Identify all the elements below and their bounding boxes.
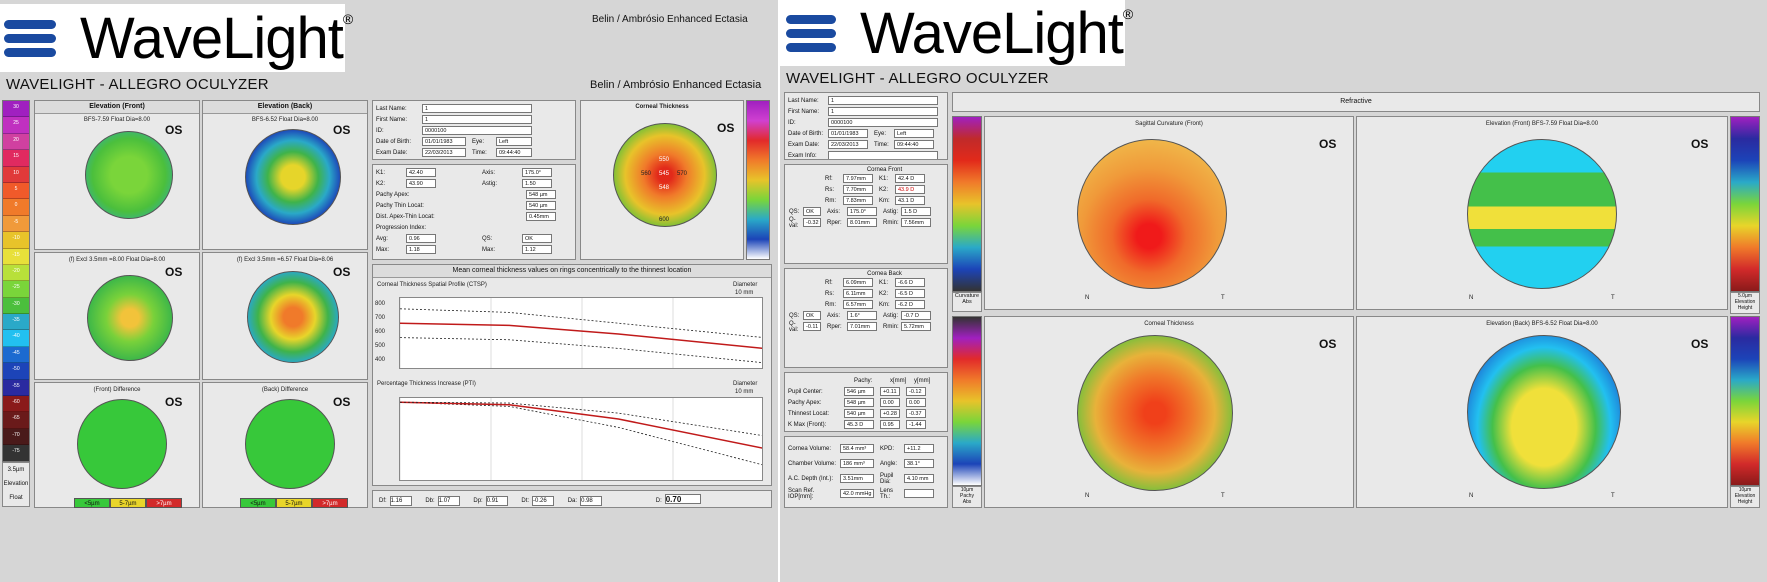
metrics-box: K1: 42.40 Axis: 175.0° K2: 43.90 Astig: 1.50 P…	[372, 164, 576, 260]
scale-step: 5	[3, 182, 29, 200]
scale-step: -10	[3, 232, 29, 249]
wavelight-logo-right: WaveLight®	[780, 0, 1133, 66]
volume-box: Cornea Volume: 58.4 mm³ KPD: +11.2 Chamber …	[784, 436, 948, 508]
excl-back-box: (f) Excl 3.5mm =6.57 Float Dia=8.06 OS	[202, 252, 368, 380]
curvature-scale	[952, 116, 982, 292]
ctsp-plot[interactable]	[399, 297, 763, 369]
elevation-front-box-right: Elevation (Front) BFS-7.59 Float Dia=8.0…	[1356, 116, 1728, 310]
scale-foot: 3.5µm Elevation Float	[2, 462, 30, 507]
scale-step: -65	[3, 412, 29, 429]
scale-step: -25	[3, 281, 29, 298]
sagittal-curvature-box: Sagittal Curvature (Front) OS N T	[984, 116, 1354, 310]
difference-legend: <5µm 5-7µm >7µm	[74, 498, 182, 508]
front-diff-map[interactable]	[77, 399, 167, 489]
excl-front-map[interactable]	[87, 275, 173, 361]
back-diff-box: (Back) Difference OS	[202, 382, 368, 508]
elevation-scale-right	[1730, 116, 1760, 292]
scale-step: -20	[3, 264, 29, 282]
plot-series	[400, 401, 762, 466]
left-report-panel: WaveLight® Belin / Ambrósio Enhanced Ect…	[0, 0, 778, 582]
elevation-color-scale: 30 25 20 15 10 5 0 -5 -10 -15 -20 -25 -30 -35 -40 -45 -5…	[2, 100, 30, 462]
report-title: Belin / Ambrósio Enhanced Ectasia	[590, 79, 762, 91]
scale-step: 20	[3, 133, 29, 151]
excl-front-box: (f) Excl 3.5mm =8.00 Float Dia=8.00 OS	[34, 252, 200, 380]
scale-step: 15	[3, 150, 29, 167]
corneal-thickness-box-right: Corneal Thickness OS N T	[984, 316, 1354, 508]
plot-series	[400, 308, 762, 338]
cornea-front-box: Cornea Front Rf: 7.97mm K1: 42.4 D Rs: 7.70m…	[784, 164, 948, 264]
scale-step: -35	[3, 314, 29, 331]
scale-step: -70	[3, 428, 29, 446]
report-title-top: Belin / Ambrósio Enhanced Ectasia	[592, 14, 748, 25]
pachy-color-scale	[746, 100, 770, 260]
elevation-front-box: Elevation (Front) BFS-7.59 Float Dia=8.0…	[34, 100, 200, 250]
elevation-back-map[interactable]	[245, 129, 341, 225]
elevation-back-map-right[interactable]	[1467, 335, 1621, 489]
elevation-back-box-right: Elevation (Back) BFS-6.52 Float Dia=8.00…	[1356, 316, 1728, 508]
plot-series	[400, 401, 762, 449]
scale-step: 10	[3, 166, 29, 183]
pachy-scale-foot: 10µm Pachy Abs	[952, 486, 982, 508]
scale-step: -30	[3, 297, 29, 315]
corneal-thickness-map-right[interactable]	[1077, 335, 1233, 491]
elevation-front-map-right[interactable]	[1467, 139, 1617, 289]
scale-step: -60	[3, 396, 29, 413]
scale-step: -40	[3, 330, 29, 347]
front-diff-box: (Front) Difference OS	[34, 382, 200, 508]
back-diff-map[interactable]	[245, 399, 335, 489]
corneal-thickness-map[interactable]	[613, 123, 717, 227]
patient-info-box: Last Name: 1 First Name: 1 ID: 0000100 Date…	[372, 100, 576, 160]
scale-step: -5	[3, 215, 29, 233]
scale-step: -55	[3, 379, 29, 397]
patient-info-box-right: Last Name: 1 First Name: 1 ID: 0000100 Date…	[784, 92, 948, 160]
scale-step: 25	[3, 117, 29, 134]
curvature-scale-foot: Curvature Abs	[952, 292, 982, 312]
plot-series	[400, 322, 762, 349]
elevation-front-map[interactable]	[85, 131, 173, 219]
pachy-scale-right	[952, 316, 982, 486]
corneal-thickness-box: Corneal Thickness OS 550 545 548 560 570…	[580, 100, 744, 260]
scale-step: -15	[3, 248, 29, 265]
app-subtitle: WAVELIGHT - ALLEGRO OCULYZER	[6, 76, 269, 93]
plot-series	[400, 401, 762, 436]
graphs-box: Mean corneal thickness values on rings c…	[372, 264, 772, 486]
brand-name: WaveLight®	[860, 0, 1133, 66]
graph-banner: Mean corneal thickness values on rings c…	[373, 265, 771, 278]
elevation-scale-foot: 5.0µm Elevation Height	[1730, 292, 1760, 314]
scale-step: -75	[3, 445, 29, 461]
elevation-back-box: Elevation (Back) BFS-6.52 Float Dia=8.00…	[202, 100, 368, 250]
sagittal-curvature-map[interactable]	[1077, 139, 1227, 289]
cornea-back-box: Cornea Back Rf: 6.09mm K1: -6.6 D Rs: 6.11mm…	[784, 268, 948, 368]
refractive-banner: Refractive	[952, 92, 1760, 112]
elevation-scale-foot-2: 10µm Elevation Height	[1730, 486, 1760, 508]
wave-icon	[786, 14, 836, 52]
difference-legend-2: <5µm 5-7µm >7µm	[240, 498, 348, 508]
app-subtitle-right: WAVELIGHT - ALLEGRO OCULYZER	[786, 70, 1049, 87]
elevation-scale-right-2	[1730, 316, 1760, 486]
right-report-panel: WaveLight® WAVELIGHT - ALLEGRO OCULYZER …	[780, 0, 1767, 582]
wave-icon	[4, 19, 56, 57]
brand-name: WaveLight®	[80, 5, 353, 71]
pti-plot[interactable]	[399, 397, 763, 481]
pachy-box: Pachy: x[mm] y[mm] Pupil Center: 546 µm +0.1…	[784, 372, 948, 432]
wavelight-logo: WaveLight®	[0, 4, 353, 72]
d-values-box: Df: 1.16 Db: 1.07 Dp: 0.91 Dt: -0.26 Da: 0.98…	[372, 490, 772, 508]
scale-step: -45	[3, 346, 29, 364]
scale-step: 0	[3, 199, 29, 216]
scale-step: -50	[3, 363, 29, 380]
excl-back-map[interactable]	[247, 271, 339, 363]
scale-step: 30	[3, 101, 29, 118]
